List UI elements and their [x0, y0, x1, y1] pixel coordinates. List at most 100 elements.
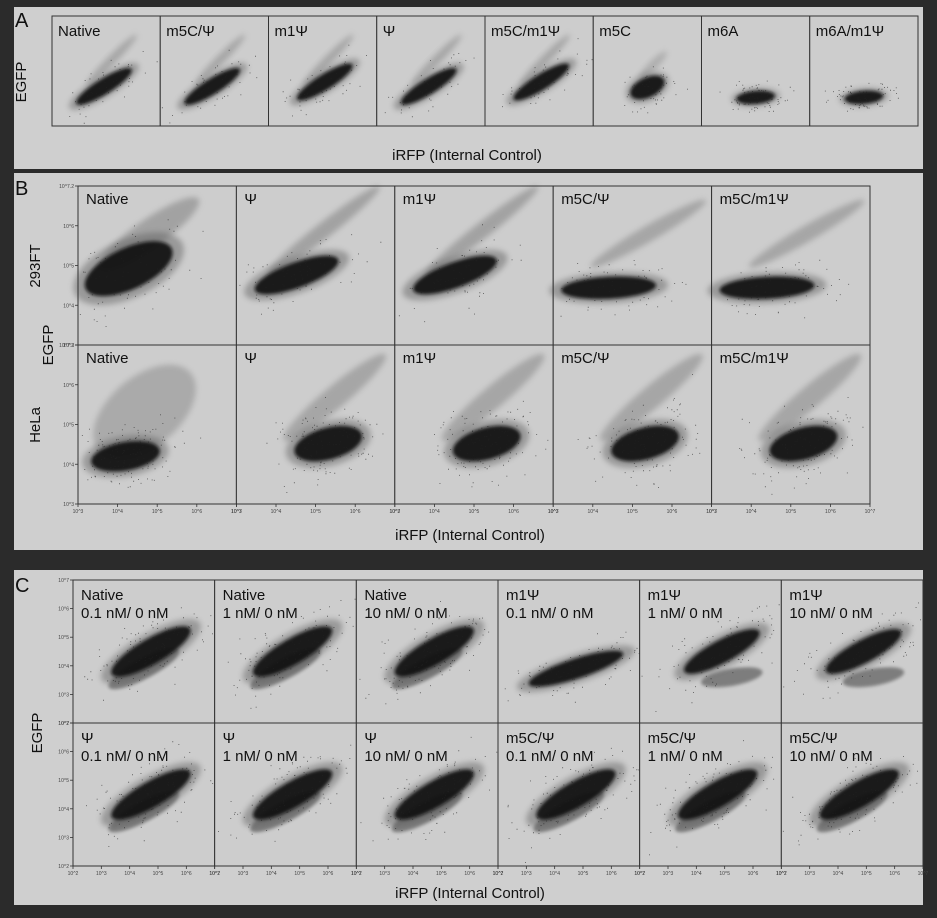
panel-b-plot-title: Native	[86, 350, 129, 367]
x-tick-label: 10^2	[776, 871, 787, 877]
population-main	[294, 425, 363, 462]
y-tick-label: 10^3	[58, 692, 69, 698]
population-band	[590, 199, 706, 268]
population-band	[283, 353, 387, 442]
x-tick-label: 10^6	[825, 509, 836, 515]
x-tick-label: 10^3	[804, 871, 815, 877]
population-main	[254, 255, 339, 295]
x-tick-label: 10^6	[191, 509, 202, 515]
panel-b-plot-title: m5C/Ψ	[561, 191, 609, 208]
panel-c-plot-title: Native	[223, 587, 266, 604]
panel-b-plot-title: m5C/m1Ψ	[720, 191, 789, 208]
y-tick-label: 10^4	[58, 807, 69, 813]
y-tick-label: 10^5	[58, 635, 69, 641]
panel-c-plot-title: m5C/Ψ	[648, 730, 696, 747]
panel-c-plot-dose: 0.1 nM/ 0 nM	[81, 748, 169, 765]
population-band	[410, 34, 462, 86]
panel-c-plot-dose: 1 nM/ 0 nM	[648, 748, 723, 765]
x-tick-label: 10^5	[627, 509, 638, 515]
panel-a-plot: m1Ψ	[268, 15, 378, 127]
panel-b-plot-title: m5C/m1Ψ	[720, 350, 789, 367]
panel-c-plot-title: m1Ψ	[789, 587, 822, 604]
panel-a-plot: m5C	[592, 15, 702, 127]
population-band	[441, 353, 545, 442]
panel-b-axes: 10^310^410^510^610^7.210^310^410^510^610…	[59, 184, 875, 515]
population-main	[111, 626, 191, 677]
plot-frame	[809, 15, 919, 127]
population-main	[719, 276, 815, 300]
population-main	[252, 626, 333, 677]
panel-b-xlabel: iRFP (Internal Control)	[395, 527, 545, 544]
panel-b-letter: B	[15, 178, 28, 200]
population-main	[394, 769, 475, 820]
panel-c-plot-dose: 0.1 nM/ 0 nM	[506, 748, 594, 765]
panel-b-plot-title: m1Ψ	[403, 350, 436, 367]
x-tick-label: 10^5	[436, 871, 447, 877]
scatter-dots	[81, 414, 202, 488]
scatter-dots	[624, 66, 688, 114]
population-main	[184, 67, 241, 105]
y-tick-label: 10^6	[58, 750, 69, 756]
x-tick-label: 10^6	[748, 871, 759, 877]
population-main	[400, 67, 457, 105]
panel-c-ylabel: EGFP	[29, 713, 46, 754]
y-tick-label: 10^6	[58, 607, 69, 613]
panel-c-plot-title: Ψ	[81, 730, 94, 747]
panel-b-plot-title: Ψ	[244, 191, 257, 208]
panel-b-plot: Ψ	[235, 185, 396, 346]
x-tick-label: 10^5	[469, 509, 480, 515]
y-tick-label: 10^4	[58, 664, 69, 670]
panel-a-plot-title: m5C/Ψ	[166, 23, 214, 40]
panel-b-plot: Ψ	[235, 344, 396, 505]
scatter-dots	[504, 631, 640, 703]
y-tick-label: 10^2	[58, 864, 69, 870]
population-main	[413, 255, 497, 295]
panel-c-xlabel: iRFP (Internal Control)	[395, 885, 545, 902]
x-tick-label: 10^3	[548, 509, 559, 515]
panel-c-plot-dose: 10 nM/ 0 nM	[789, 748, 872, 765]
panel-c-plot-title: m5C/Ψ	[506, 730, 554, 747]
scatter-dots	[649, 740, 775, 856]
panel-a-plot-title: Native	[58, 23, 101, 40]
x-tick-label: 10^5	[152, 509, 163, 515]
x-tick-label: 10^3	[663, 871, 674, 877]
population-main	[561, 276, 657, 300]
panel-a-plot-title: m1Ψ	[275, 23, 308, 40]
x-tick-label: 10^4	[833, 871, 844, 877]
panel-a-plot: m5C/m1Ψ	[484, 15, 594, 127]
y-tick-label: 10^7	[58, 721, 69, 727]
population-band	[93, 364, 196, 459]
x-tick-label: 10^7	[351, 871, 362, 877]
population-main	[91, 440, 160, 472]
panel-c-plot-dose: 10 nM/ 0 nM	[364, 748, 447, 765]
y-tick-label: 10^6	[63, 383, 74, 389]
x-tick-label: 10^4	[266, 871, 277, 877]
panel-b-plot-title: m5C/Ψ	[561, 350, 609, 367]
x-tick-label: 10^7	[865, 509, 876, 515]
x-tick-label: 10^4	[691, 871, 702, 877]
population-main	[296, 63, 353, 101]
x-tick-label: 10^7	[209, 871, 220, 877]
plot-area	[809, 16, 918, 126]
panel-b-row-label-293ft: 293FT	[27, 244, 44, 287]
x-tick-label: 10^3	[521, 871, 532, 877]
population-main	[819, 769, 900, 820]
panel-a-plot-title: Ψ	[383, 23, 396, 40]
y-tick-label: 10^7	[58, 578, 69, 584]
panel-a-xlabel: iRFP (Internal Control)	[392, 147, 542, 164]
panel-b-plot: m5C/m1Ψ	[707, 185, 871, 346]
panel-c-plot-dose: 1 nM/ 0 nM	[648, 605, 723, 622]
panel-a-plot: m5C/Ψ	[159, 15, 269, 127]
population-band	[425, 186, 539, 275]
x-tick-label: 10^4	[549, 871, 560, 877]
x-tick-label: 10^7	[706, 509, 717, 515]
x-tick-label: 10^5	[578, 871, 589, 877]
panel-c-plot-title: m1Ψ	[506, 587, 539, 604]
x-tick-label: 10^5	[153, 871, 164, 877]
x-tick-label: 10^4	[408, 871, 419, 877]
panel-b-plot: m5C/Ψ	[552, 344, 713, 505]
